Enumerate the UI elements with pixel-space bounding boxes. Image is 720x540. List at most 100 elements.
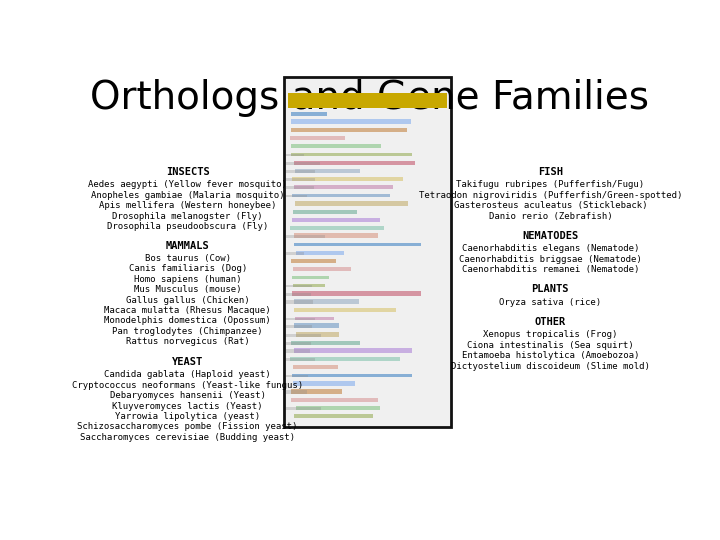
- FancyBboxPatch shape: [292, 374, 412, 377]
- FancyBboxPatch shape: [287, 170, 315, 173]
- FancyBboxPatch shape: [287, 293, 310, 295]
- FancyBboxPatch shape: [287, 195, 307, 198]
- Text: Drosophila pseudoobscura (Fly): Drosophila pseudoobscura (Fly): [107, 222, 269, 231]
- Text: Mus Musculus (mouse): Mus Musculus (mouse): [134, 285, 241, 294]
- FancyBboxPatch shape: [295, 317, 334, 320]
- FancyBboxPatch shape: [294, 308, 397, 312]
- Text: Anopheles gambiae (Malaria mosquito): Anopheles gambiae (Malaria mosquito): [91, 191, 284, 200]
- Text: Homo sapiens (human): Homo sapiens (human): [134, 275, 241, 284]
- FancyBboxPatch shape: [287, 285, 312, 287]
- FancyBboxPatch shape: [294, 348, 412, 353]
- Text: Caenorhabditis elegans (Nematode): Caenorhabditis elegans (Nematode): [462, 245, 639, 253]
- FancyBboxPatch shape: [287, 300, 312, 304]
- Text: INSECTS: INSECTS: [166, 167, 210, 177]
- Text: Macaca mulatta (Rhesus Macaque): Macaca mulatta (Rhesus Macaque): [104, 306, 271, 315]
- FancyBboxPatch shape: [291, 128, 407, 132]
- FancyBboxPatch shape: [296, 251, 344, 255]
- Text: Xenopus tropicalis (Frog): Xenopus tropicalis (Frog): [483, 330, 618, 340]
- Text: Cryptococcus neoformans (Yeast-like fungus): Cryptococcus neoformans (Yeast-like fung…: [72, 381, 303, 390]
- FancyBboxPatch shape: [292, 389, 342, 394]
- FancyBboxPatch shape: [296, 332, 339, 336]
- FancyBboxPatch shape: [295, 406, 380, 410]
- FancyBboxPatch shape: [290, 226, 384, 230]
- FancyBboxPatch shape: [287, 186, 314, 189]
- FancyBboxPatch shape: [284, 77, 451, 427]
- Text: Gallus gallus (Chicken): Gallus gallus (Chicken): [126, 295, 249, 305]
- FancyBboxPatch shape: [287, 178, 315, 181]
- Text: Orthologs and Gene Families: Orthologs and Gene Families: [89, 79, 649, 117]
- Text: Monodelphis domestica (Opossum): Monodelphis domestica (Opossum): [104, 316, 271, 326]
- Text: Rattus norvegicus (Rat): Rattus norvegicus (Rat): [126, 337, 249, 346]
- FancyBboxPatch shape: [292, 381, 356, 386]
- FancyBboxPatch shape: [287, 318, 315, 320]
- Text: Ciona intestinalis (Sea squirt): Ciona intestinalis (Sea squirt): [467, 341, 634, 350]
- FancyBboxPatch shape: [288, 93, 446, 109]
- FancyBboxPatch shape: [292, 292, 420, 295]
- FancyBboxPatch shape: [287, 162, 320, 165]
- Text: Entamoeba histolytica (Amoebozoa): Entamoeba histolytica (Amoebozoa): [462, 352, 639, 360]
- Text: Caenorhabditis briggsae (Nematode): Caenorhabditis briggsae (Nematode): [459, 255, 642, 264]
- Text: Dictyostelium discoideum (Slime mold): Dictyostelium discoideum (Slime mold): [451, 362, 649, 370]
- Text: FISH: FISH: [538, 167, 563, 177]
- Text: Takifugu rubripes (Pufferfish/Fugu): Takifugu rubripes (Pufferfish/Fugu): [456, 180, 644, 190]
- FancyBboxPatch shape: [287, 342, 311, 345]
- FancyBboxPatch shape: [291, 144, 381, 148]
- FancyBboxPatch shape: [293, 284, 325, 287]
- FancyBboxPatch shape: [287, 407, 320, 410]
- Text: NEMATODES: NEMATODES: [522, 231, 578, 241]
- FancyBboxPatch shape: [287, 375, 307, 377]
- FancyBboxPatch shape: [294, 414, 374, 418]
- Text: Candida gablata (Haploid yeast): Candida gablata (Haploid yeast): [104, 370, 271, 380]
- FancyBboxPatch shape: [291, 341, 360, 345]
- Text: YEAST: YEAST: [172, 357, 203, 367]
- Text: Danio rerio (Zebrafish): Danio rerio (Zebrafish): [489, 212, 612, 220]
- FancyBboxPatch shape: [287, 235, 325, 238]
- FancyBboxPatch shape: [294, 233, 378, 238]
- FancyBboxPatch shape: [292, 194, 390, 198]
- FancyBboxPatch shape: [294, 299, 359, 304]
- Text: Canis familiaris (Dog): Canis familiaris (Dog): [129, 265, 247, 273]
- Text: Debaryomyces hansenii (Yeast): Debaryomyces hansenii (Yeast): [109, 391, 266, 400]
- Text: OTHER: OTHER: [535, 317, 566, 327]
- FancyBboxPatch shape: [293, 267, 351, 271]
- FancyBboxPatch shape: [292, 218, 380, 222]
- Text: Gasterosteus aculeatus (Stickleback): Gasterosteus aculeatus (Stickleback): [454, 201, 647, 210]
- FancyBboxPatch shape: [294, 185, 393, 189]
- Text: MAMMALS: MAMMALS: [166, 241, 210, 251]
- Text: Schizosaccharomyces pombe (Fission yeast): Schizosaccharomyces pombe (Fission yeast…: [78, 422, 298, 431]
- FancyBboxPatch shape: [292, 259, 336, 263]
- FancyBboxPatch shape: [292, 177, 403, 181]
- FancyBboxPatch shape: [294, 169, 360, 173]
- FancyBboxPatch shape: [291, 153, 412, 157]
- FancyBboxPatch shape: [292, 210, 357, 214]
- FancyBboxPatch shape: [291, 119, 411, 124]
- Text: Apis mellifera (Western honeybee): Apis mellifera (Western honeybee): [99, 201, 276, 210]
- Text: Caenorhabditis remanei (Nematode): Caenorhabditis remanei (Nematode): [462, 265, 639, 274]
- FancyBboxPatch shape: [287, 154, 304, 157]
- FancyBboxPatch shape: [287, 390, 307, 394]
- FancyBboxPatch shape: [287, 358, 315, 361]
- FancyBboxPatch shape: [290, 136, 346, 140]
- Text: Drosophila melanogster (Fly): Drosophila melanogster (Fly): [112, 212, 263, 220]
- FancyBboxPatch shape: [291, 112, 327, 116]
- FancyBboxPatch shape: [287, 349, 310, 353]
- Text: Pan troglodytes (Chimpanzee): Pan troglodytes (Chimpanzee): [112, 327, 263, 336]
- FancyBboxPatch shape: [293, 365, 338, 369]
- Text: Saccharomyces cerevisiae (Budding yeast): Saccharomyces cerevisiae (Budding yeast): [80, 433, 295, 442]
- Text: PLANTS: PLANTS: [531, 285, 569, 294]
- FancyBboxPatch shape: [294, 323, 339, 328]
- FancyBboxPatch shape: [290, 357, 400, 361]
- FancyBboxPatch shape: [287, 252, 304, 255]
- Text: Aedes aegypti (Yellow fever mosquito): Aedes aegypti (Yellow fever mosquito): [89, 180, 287, 190]
- Text: Tetraodon nigroviridis (Pufferfish/Green-spotted): Tetraodon nigroviridis (Pufferfish/Green…: [418, 191, 682, 200]
- FancyBboxPatch shape: [292, 276, 329, 279]
- FancyBboxPatch shape: [294, 161, 415, 165]
- FancyBboxPatch shape: [291, 398, 378, 402]
- Text: Yarrowia lipolytica (yeast): Yarrowia lipolytica (yeast): [115, 412, 260, 421]
- FancyBboxPatch shape: [287, 334, 321, 336]
- Text: Kluyveromyces lactis (Yeast): Kluyveromyces lactis (Yeast): [112, 402, 263, 410]
- FancyBboxPatch shape: [294, 243, 420, 246]
- FancyBboxPatch shape: [287, 325, 312, 328]
- Text: Oryza sativa (rice): Oryza sativa (rice): [499, 298, 601, 307]
- Text: Bos taurus (Cow): Bos taurus (Cow): [145, 254, 230, 263]
